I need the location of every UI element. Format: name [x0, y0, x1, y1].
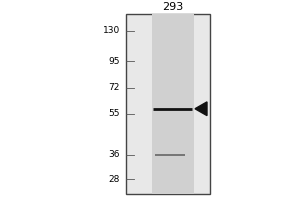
Text: 72: 72 [109, 83, 120, 92]
Bar [126, 14, 210, 194]
Text: 55: 55 [109, 109, 120, 118]
Text: 293: 293 [162, 2, 183, 12]
Polygon shape [195, 102, 207, 116]
Text: 36: 36 [109, 150, 120, 159]
Text: 95: 95 [109, 57, 120, 66]
Text: 130: 130 [103, 26, 120, 35]
Bar [152, 14, 194, 194]
Text: 28: 28 [109, 175, 120, 184]
